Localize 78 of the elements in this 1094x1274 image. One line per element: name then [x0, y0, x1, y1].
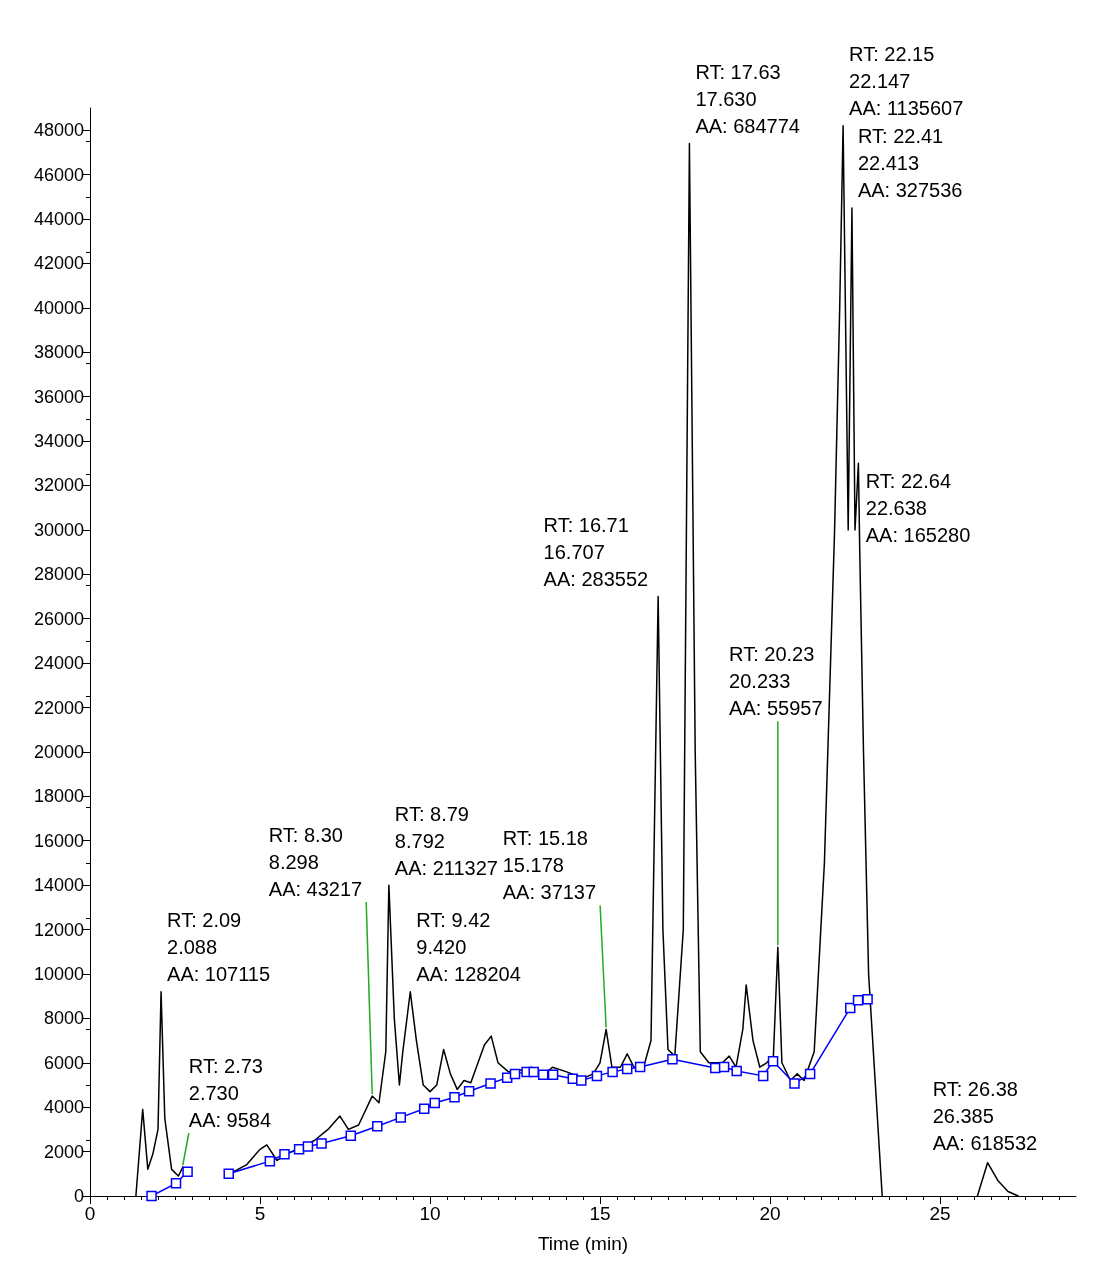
- point: [170, 1178, 182, 1189]
- annotation: RT: 17.63 17.630 AA: 684774: [695, 61, 800, 138]
- point: [395, 1112, 407, 1123]
- point: [449, 1091, 460, 1103]
- annotation: RT: 15.18 15.178 AA: 37137: [502, 826, 597, 903]
- point: [634, 1061, 646, 1073]
- point: [767, 1055, 779, 1067]
- annotation: RT: 16.71 16.707 AA: 283552: [543, 513, 649, 590]
- y-tick-label: 26000: [33, 608, 84, 629]
- point: [429, 1097, 441, 1109]
- y-tick-label: 44000: [33, 209, 84, 230]
- point: [757, 1070, 769, 1082]
- annotation: RT: 22.15 22.147 AA: 1135607: [849, 43, 964, 120]
- point: [789, 1078, 800, 1089]
- point: [418, 1103, 430, 1114]
- point: [718, 1061, 730, 1073]
- y-tick-label: 14000: [33, 875, 84, 896]
- point: [316, 1138, 327, 1149]
- annotation: RT: 2.73 2.730 AA: 9584: [188, 1054, 272, 1131]
- point: [463, 1085, 475, 1097]
- point: [146, 1190, 157, 1202]
- x-tick-label: 25: [929, 1203, 951, 1224]
- y-tick-label: 42000: [33, 253, 84, 274]
- y-tick-label: 36000: [33, 386, 84, 407]
- x-tick-label: 15: [589, 1203, 611, 1224]
- point: [279, 1149, 290, 1160]
- y-tick-label: 12000: [33, 919, 84, 940]
- point: [862, 994, 873, 1005]
- point: [293, 1144, 305, 1155]
- annotation: RT: 22.41 22.413 AA: 327536: [857, 125, 963, 202]
- y-tick-label: 18000: [33, 786, 84, 807]
- point: [528, 1066, 539, 1078]
- y-tick-label: 34000: [33, 431, 84, 452]
- annotation: RT: 8.30 8.298 AA: 43217: [268, 823, 363, 900]
- x-axis-title: Time (min): [537, 1233, 629, 1254]
- y-tick-label: 10000: [33, 963, 84, 984]
- point: [509, 1068, 521, 1080]
- point: [607, 1066, 618, 1078]
- annotation: RT: 20.23 20.233 AA: 55957: [729, 642, 823, 719]
- y-tick-label: 8000: [43, 1008, 84, 1029]
- point: [264, 1155, 276, 1167]
- y-tick-label: 46000: [33, 164, 84, 185]
- point: [547, 1069, 559, 1081]
- annotation: RT: 8.79 8.792 AA: 211327: [394, 802, 498, 879]
- point: [372, 1121, 383, 1132]
- point: [485, 1078, 496, 1089]
- x-tick-label: 20: [759, 1203, 781, 1224]
- y-tick-label: 32000: [33, 475, 84, 496]
- point: [731, 1065, 742, 1077]
- y-tick-label: 6000: [43, 1052, 84, 1073]
- y-tick-label: 4000: [43, 1097, 84, 1118]
- y-tick-label: 0: [73, 1186, 84, 1206]
- point: [667, 1053, 678, 1065]
- y-tick-label: 40000: [33, 297, 84, 318]
- y-tick-label: 30000: [33, 519, 84, 540]
- y-tick-label: 2000: [43, 1141, 84, 1162]
- annotation: RT: 22.64 22.638 AA: 165280: [865, 469, 971, 546]
- y-tick-label: 38000: [33, 342, 84, 363]
- y-tick-label: 28000: [33, 564, 84, 585]
- point: [591, 1070, 603, 1082]
- y-tick-label: 22000: [33, 697, 84, 718]
- y-tick-label: 16000: [33, 830, 84, 851]
- point: [223, 1168, 234, 1180]
- point: [537, 1069, 549, 1081]
- point: [345, 1130, 357, 1142]
- y-tick-label: 24000: [33, 653, 84, 674]
- annotation: RT: 9.42 9.420 AA: 128204: [416, 909, 521, 986]
- point: [621, 1063, 633, 1075]
- x-tick-label: 10: [419, 1203, 441, 1224]
- y-tick-label: 48000: [33, 120, 84, 141]
- x-tick-label: 5: [254, 1203, 266, 1224]
- y-tick-label: 20000: [33, 741, 84, 762]
- annotation: RT: 26.38 26.385 AA: 618532: [932, 1078, 1038, 1155]
- annotation: RT: 2.09 2.088 AA: 107115: [167, 909, 271, 986]
- point: [576, 1075, 587, 1086]
- point: [804, 1068, 816, 1080]
- point: [302, 1141, 314, 1152]
- point: [182, 1166, 193, 1178]
